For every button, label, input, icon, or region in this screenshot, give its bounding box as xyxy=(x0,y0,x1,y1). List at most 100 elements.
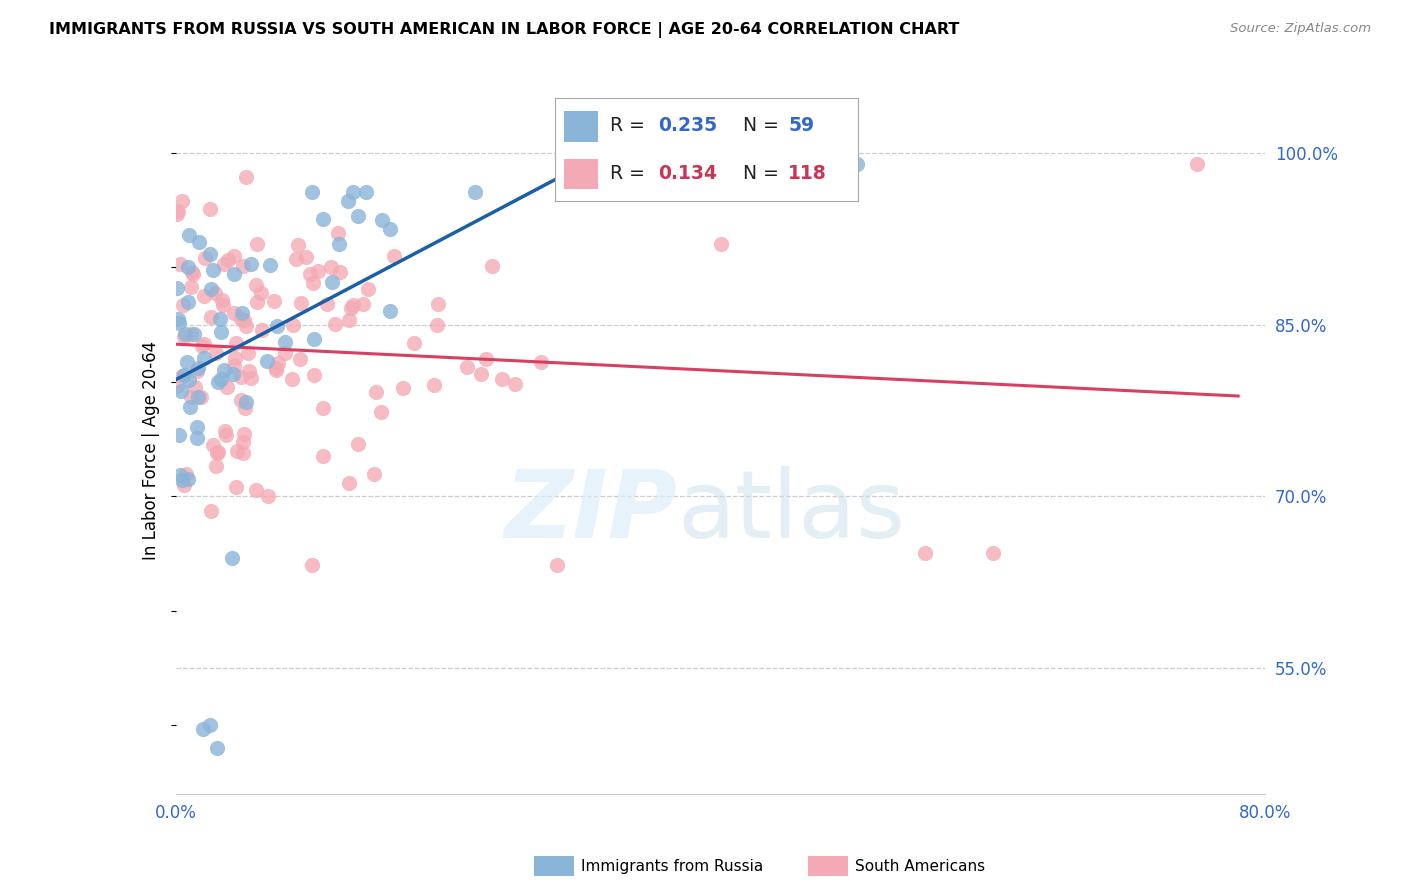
Point xyxy=(321,260,343,274)
Point xyxy=(173,368,195,383)
Point xyxy=(215,427,238,442)
Point xyxy=(328,227,350,241)
Point xyxy=(224,249,246,263)
Point xyxy=(321,275,343,289)
Point xyxy=(470,367,492,381)
Point xyxy=(342,298,364,312)
Text: R =: R = xyxy=(610,116,651,136)
Point xyxy=(180,326,202,341)
Point xyxy=(200,310,222,324)
Point xyxy=(212,298,235,312)
Point xyxy=(193,351,215,365)
Point xyxy=(169,467,191,482)
Point xyxy=(174,326,197,341)
Point xyxy=(329,265,352,279)
Point xyxy=(274,334,297,349)
Point xyxy=(170,194,193,209)
Point xyxy=(190,390,212,404)
Point xyxy=(845,157,868,171)
Point xyxy=(187,361,209,376)
Point xyxy=(342,185,364,199)
Point xyxy=(356,185,378,199)
Point xyxy=(225,335,247,350)
Point xyxy=(426,297,449,311)
Point xyxy=(193,289,215,303)
Point xyxy=(205,458,228,473)
Point xyxy=(474,352,496,367)
Point xyxy=(426,318,449,333)
Point xyxy=(186,431,208,445)
Bar xyxy=(564,159,598,189)
Point xyxy=(232,445,254,459)
Point xyxy=(205,446,228,460)
Point xyxy=(214,425,236,439)
Point xyxy=(222,359,245,373)
Point xyxy=(205,346,228,360)
Point xyxy=(316,296,339,310)
Point xyxy=(281,372,304,386)
Point xyxy=(546,558,568,572)
Point xyxy=(259,258,281,272)
Point xyxy=(266,319,288,334)
Point xyxy=(187,390,209,404)
Point xyxy=(233,313,256,327)
Point xyxy=(187,235,209,249)
Point xyxy=(166,281,188,295)
Point xyxy=(191,722,214,736)
Point xyxy=(302,368,325,383)
Point xyxy=(981,546,1004,560)
Point xyxy=(301,185,323,199)
Point xyxy=(294,250,316,264)
Point xyxy=(193,337,215,351)
Point xyxy=(370,405,392,419)
Point xyxy=(252,323,274,337)
Point xyxy=(299,267,322,281)
Point xyxy=(456,360,478,375)
Point xyxy=(235,318,257,333)
Point xyxy=(232,260,254,274)
Text: N =: N = xyxy=(742,163,785,183)
Point xyxy=(357,282,380,296)
Point xyxy=(307,263,329,277)
Point xyxy=(183,326,205,341)
Point xyxy=(221,551,243,566)
Point xyxy=(340,301,363,315)
Point xyxy=(423,378,446,392)
Text: 59: 59 xyxy=(789,116,814,136)
Point xyxy=(184,380,207,394)
Point xyxy=(249,286,271,301)
Point xyxy=(191,339,214,353)
Point xyxy=(352,297,374,311)
Point xyxy=(337,475,360,490)
Point xyxy=(179,227,201,242)
Text: ZIP: ZIP xyxy=(505,467,678,558)
Point xyxy=(181,267,204,281)
Point xyxy=(323,318,346,332)
Point xyxy=(264,360,287,375)
Point xyxy=(180,390,202,404)
Point xyxy=(263,293,285,308)
Point xyxy=(204,285,226,300)
Point xyxy=(167,427,190,442)
Point xyxy=(371,212,394,227)
Point xyxy=(232,426,254,441)
Point xyxy=(336,194,359,208)
Point xyxy=(378,304,401,318)
Point xyxy=(235,170,257,185)
Point xyxy=(710,237,733,252)
Point xyxy=(170,384,193,398)
Point xyxy=(274,346,297,360)
Point xyxy=(200,246,222,260)
Point xyxy=(257,489,280,503)
Point xyxy=(464,185,486,199)
Point xyxy=(211,293,233,308)
Point xyxy=(225,480,247,494)
Text: R =: R = xyxy=(610,163,651,183)
Point xyxy=(170,368,193,383)
Point xyxy=(530,355,553,369)
Point xyxy=(194,252,217,266)
Point xyxy=(222,368,245,382)
Point xyxy=(337,313,360,327)
Point xyxy=(198,202,221,217)
Text: 118: 118 xyxy=(789,163,827,183)
